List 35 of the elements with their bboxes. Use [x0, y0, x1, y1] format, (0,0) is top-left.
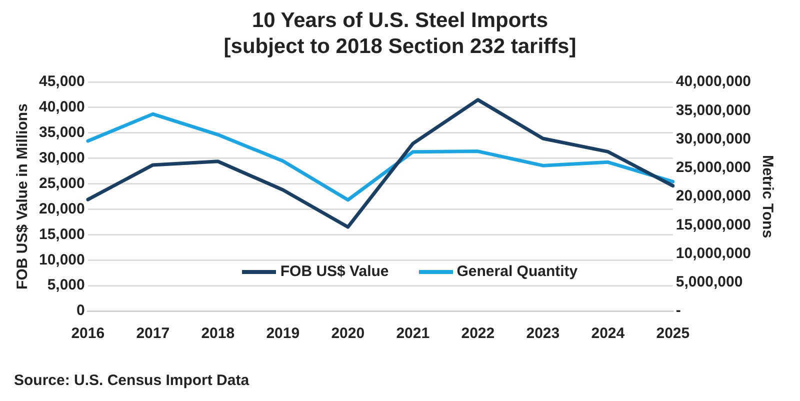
y-tick-label: 10,000: [38, 251, 85, 268]
y-tick-label: 35,000: [38, 124, 85, 142]
y-tick-label: 25,000: [38, 174, 85, 192]
x-tick-label: 2025: [656, 325, 690, 342]
y2-tick-label: -: [676, 302, 681, 320]
y-tick-label: 5,000: [47, 276, 85, 294]
y-tick-label: 30,000: [38, 149, 85, 166]
y2-tick-label: 20,000,000: [676, 188, 752, 205]
x-tick-label: 2023: [526, 325, 560, 342]
x-tick-label: 2022: [461, 325, 495, 342]
y-tick-label: 45,000: [38, 73, 85, 90]
x-tick-label: 2021: [396, 325, 430, 342]
x-tick-label: 2020: [331, 325, 365, 342]
y2-tick-label: 5,000,000: [676, 274, 743, 291]
chart-title: 10 Years of U.S. Steel Imports [subject to 2018 Section 232 tariffs]: [222, 8, 578, 60]
x-tick-label: 2016: [71, 325, 105, 342]
y-tick-label: 15,000: [38, 226, 85, 243]
legend-label: FOB US$ Value: [280, 263, 389, 280]
legend-label: General Quantity: [456, 263, 578, 280]
x-tick-label: 2018: [201, 325, 235, 342]
y2-tick-label: 25,000,000: [676, 159, 752, 176]
x-tick-label: 2024: [591, 325, 626, 342]
y2-tick-label: 10,000,000: [676, 244, 752, 262]
y2-tick-label: 15,000,000: [676, 216, 752, 234]
y-tick-label: 20,000: [38, 200, 85, 218]
y2-tick-label: 35,000,000: [676, 102, 752, 119]
x-tick-label: 2017: [136, 325, 170, 342]
y-tick-label: 40,000: [38, 98, 85, 116]
y2-axis-title: Metric Tons: [758, 154, 776, 238]
x-tick-label: 2019: [266, 325, 300, 342]
y2-tick-label: 40,000,000: [676, 73, 752, 90]
y-tick-label: 0: [76, 302, 85, 320]
y2-tick-label: 30,000,000: [676, 130, 752, 148]
y-axis-title: FOB US$ Value in Millions: [14, 104, 32, 290]
source-note: Source: U.S. Census Import Data: [14, 372, 250, 389]
